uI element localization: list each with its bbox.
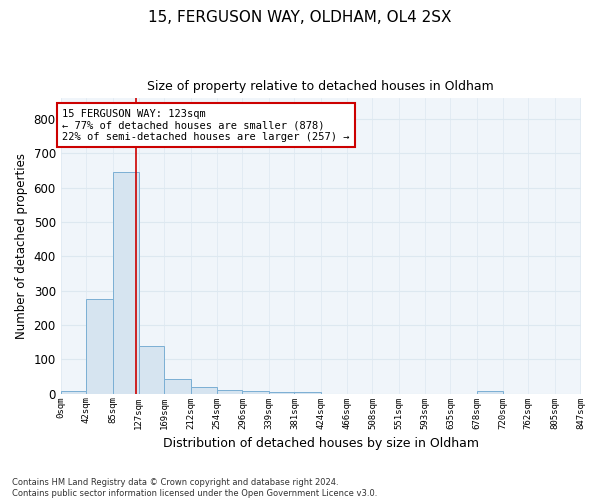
Y-axis label: Number of detached properties: Number of detached properties bbox=[15, 153, 28, 339]
Bar bbox=[139, 346, 164, 394]
Bar bbox=[217, 390, 242, 394]
Bar bbox=[113, 172, 139, 394]
Text: 15 FERGUSON WAY: 123sqm
← 77% of detached houses are smaller (878)
22% of semi-d: 15 FERGUSON WAY: 123sqm ← 77% of detache… bbox=[62, 108, 349, 142]
Bar bbox=[269, 392, 295, 394]
Bar bbox=[242, 390, 269, 394]
Text: 15, FERGUSON WAY, OLDHAM, OL4 2SX: 15, FERGUSON WAY, OLDHAM, OL4 2SX bbox=[148, 10, 452, 25]
Bar bbox=[191, 388, 217, 394]
Bar bbox=[61, 391, 86, 394]
Text: Contains HM Land Registry data © Crown copyright and database right 2024.
Contai: Contains HM Land Registry data © Crown c… bbox=[12, 478, 377, 498]
Bar bbox=[164, 379, 191, 394]
Bar bbox=[86, 299, 113, 394]
Title: Size of property relative to detached houses in Oldham: Size of property relative to detached ho… bbox=[147, 80, 494, 93]
X-axis label: Distribution of detached houses by size in Oldham: Distribution of detached houses by size … bbox=[163, 437, 479, 450]
Bar bbox=[295, 392, 321, 394]
Bar bbox=[477, 391, 503, 394]
